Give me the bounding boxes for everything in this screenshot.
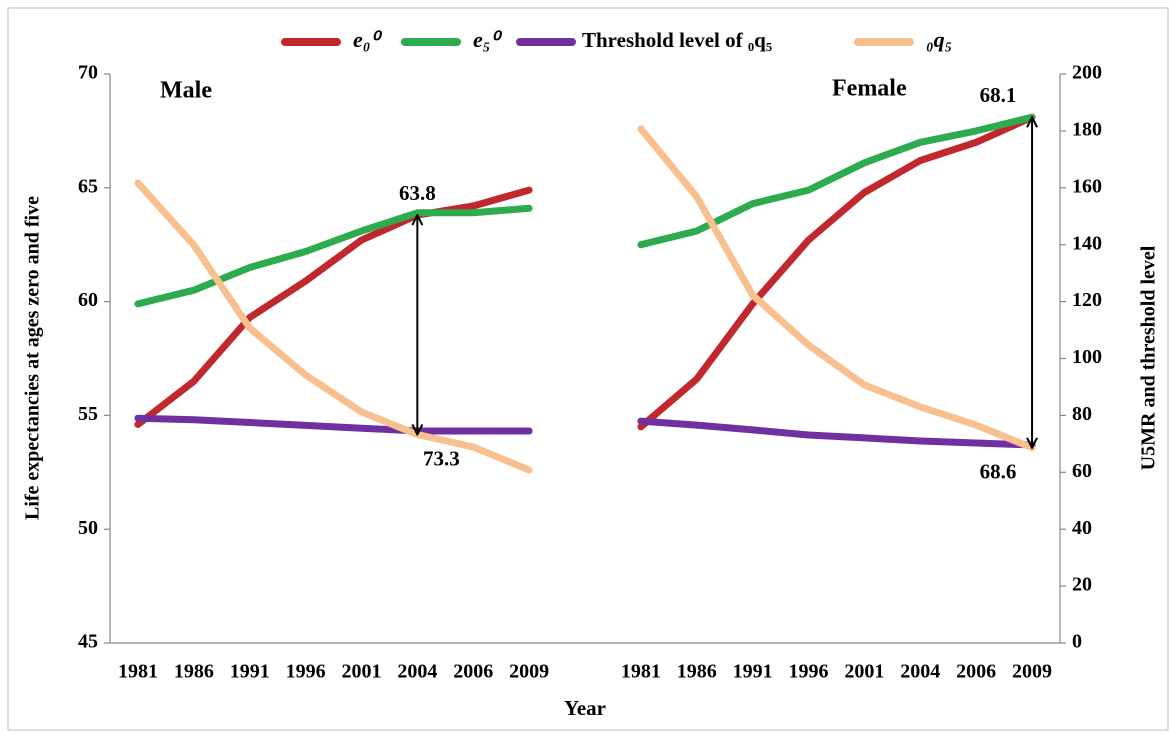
x-tick-label: 2009 xyxy=(1012,661,1052,683)
y2-tick-label: 120 xyxy=(1072,289,1102,311)
x-tick-label: 2004 xyxy=(900,661,940,683)
y-tick-label: 70 xyxy=(78,62,98,84)
annotation: 68.1 xyxy=(980,83,1017,107)
legend-label: Threshold level of ₀q₅ xyxy=(582,28,772,52)
y-tick-label: 55 xyxy=(78,403,98,425)
y2-tick-label: 0 xyxy=(1072,631,1082,653)
legend-label: e₀⁰ xyxy=(353,27,382,52)
x-tick-label: 1986 xyxy=(174,661,214,683)
series-line xyxy=(134,113,1036,431)
legend-label: ₀q₅ xyxy=(926,27,952,52)
x-tick-label: 2001 xyxy=(341,661,381,683)
x-tick-label: 1991 xyxy=(230,661,270,683)
y2-tick-label: 40 xyxy=(1072,517,1092,539)
y2-tick-label: 100 xyxy=(1072,346,1102,368)
y-tick-label: 60 xyxy=(78,289,98,311)
y-tick-label: 65 xyxy=(78,175,98,197)
y-tick-label: 45 xyxy=(78,631,98,653)
y2-tick-label: 60 xyxy=(1072,460,1092,482)
annotation: 68.6 xyxy=(980,460,1017,484)
y2-tick-label: 180 xyxy=(1072,118,1102,140)
frame xyxy=(7,7,1169,731)
series-line xyxy=(134,414,1036,449)
y2-tick-label: 80 xyxy=(1072,403,1092,425)
y2-tick-label: 20 xyxy=(1072,574,1092,596)
series-line xyxy=(134,125,1036,474)
x-tick-label: 1996 xyxy=(789,661,829,683)
panel-title: Male xyxy=(160,78,212,104)
x-tick-label: 2009 xyxy=(509,661,549,683)
x-axis-label: Year xyxy=(564,696,606,720)
annotation: 63.8 xyxy=(399,181,436,205)
y2-tick-label: 140 xyxy=(1072,232,1102,254)
series-line xyxy=(134,113,1036,308)
y2-tick-label: 160 xyxy=(1072,175,1102,197)
x-tick-label: 2006 xyxy=(453,661,493,683)
legend-label: e₅⁰ xyxy=(473,27,502,52)
x-tick-label: 1991 xyxy=(733,661,773,683)
panel-title: Female xyxy=(832,76,907,102)
x-tick-label: 2001 xyxy=(844,661,884,683)
y-tick-label: 50 xyxy=(78,517,98,539)
x-tick-label: 1981 xyxy=(621,661,661,683)
x-tick-label: 1996 xyxy=(286,661,326,683)
x-tick-label: 2006 xyxy=(956,661,996,683)
y2-axis-label: U5MR and threshold level xyxy=(1138,245,1160,470)
x-tick-label: 1986 xyxy=(677,661,717,683)
y-axis-label: Life expectancies at ages zero and five xyxy=(22,196,44,520)
annotation: 73.3 xyxy=(423,446,460,470)
y2-tick-label: 200 xyxy=(1072,62,1102,84)
x-tick-label: 2004 xyxy=(397,661,437,683)
x-tick-label: 1981 xyxy=(118,661,158,683)
